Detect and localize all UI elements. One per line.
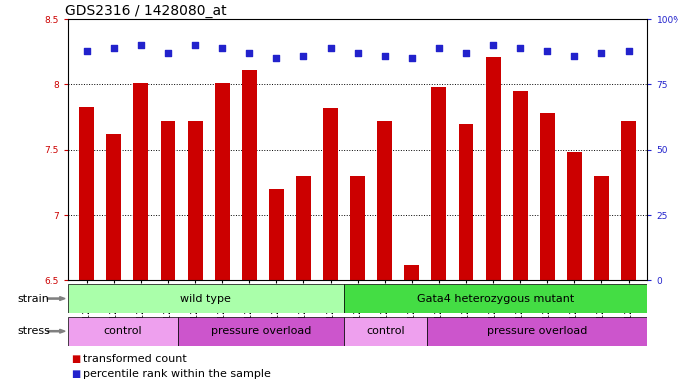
Bar [426, 317, 647, 346]
Point [569, 53, 580, 59]
Bar [351, 176, 365, 280]
Point [298, 53, 309, 59]
Text: strain: strain [17, 293, 49, 304]
Text: pressure overload: pressure overload [211, 326, 311, 336]
Point [353, 50, 363, 56]
Bar [513, 91, 527, 280]
Bar [377, 121, 392, 280]
Bar [567, 152, 582, 280]
Point [623, 48, 634, 54]
Text: ■: ■ [71, 354, 81, 364]
Point [460, 50, 471, 56]
Bar [485, 57, 500, 280]
Text: pressure overload: pressure overload [487, 326, 587, 336]
Bar [178, 317, 344, 346]
Bar [344, 284, 647, 313]
Bar [594, 176, 609, 280]
Bar [404, 265, 419, 280]
Point [379, 53, 390, 59]
Text: control: control [104, 326, 142, 336]
Text: ■: ■ [71, 369, 81, 379]
Text: Gata4 heterozygous mutant: Gata4 heterozygous mutant [417, 293, 574, 304]
Point [271, 55, 282, 61]
Bar [106, 134, 121, 280]
Point [136, 42, 146, 48]
Point [406, 55, 417, 61]
Bar [68, 317, 178, 346]
Bar [458, 124, 473, 280]
Text: control: control [366, 326, 405, 336]
Point [163, 50, 174, 56]
Point [108, 45, 119, 51]
Bar [188, 121, 203, 280]
Bar [344, 317, 426, 346]
Point [244, 50, 255, 56]
Bar [215, 83, 230, 280]
Bar [269, 189, 284, 280]
Bar [79, 107, 94, 280]
Bar [431, 87, 446, 280]
Point [81, 48, 92, 54]
Bar [540, 113, 555, 280]
Point [433, 45, 444, 51]
Point [515, 45, 525, 51]
Text: percentile rank within the sample: percentile rank within the sample [83, 369, 271, 379]
Point [542, 48, 553, 54]
Bar [134, 83, 148, 280]
Text: wild type: wild type [180, 293, 231, 304]
Bar [296, 176, 311, 280]
Point [596, 50, 607, 56]
Point [487, 42, 498, 48]
Point [217, 45, 228, 51]
Bar [161, 121, 176, 280]
Text: stress: stress [17, 326, 49, 336]
Bar [323, 108, 338, 280]
Bar [242, 70, 257, 280]
Bar [621, 121, 636, 280]
Bar [68, 284, 344, 313]
Point [325, 45, 336, 51]
Point [190, 42, 201, 48]
Text: GDS2316 / 1428080_at: GDS2316 / 1428080_at [65, 4, 226, 18]
Text: transformed count: transformed count [83, 354, 186, 364]
